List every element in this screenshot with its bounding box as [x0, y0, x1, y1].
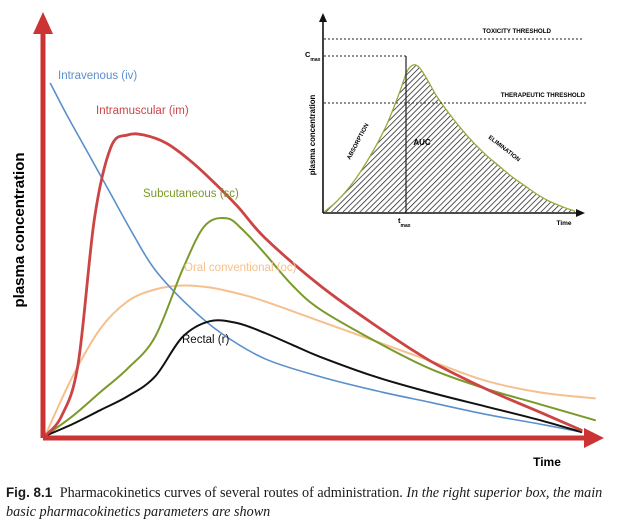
tmax-sub: max: [401, 223, 411, 229]
inset-y-axis-label: plasma concentration: [308, 94, 317, 175]
figure-caption-italic: In the right superior box, the main basi…: [6, 485, 603, 520]
inset-x-axis-arrow: [576, 209, 585, 217]
cmax-tick-label: Cmax: [305, 50, 321, 63]
figure-caption: Fig. 8.1 Pharmacokinetics curves of seve…: [6, 483, 618, 522]
inset-area: [323, 64, 576, 213]
legend-label-oc: Oral conventional (oc): [184, 262, 297, 274]
cmax-sub: max: [310, 57, 320, 63]
legend-label-sc: Subcutaneous (sc): [143, 188, 239, 200]
cmax-main: C: [305, 50, 311, 59]
legend-label-r: Rectal (r): [182, 334, 229, 346]
legend-label-im: Intramuscular (im): [96, 105, 189, 117]
curve-iv: [49, 82, 583, 433]
concentration-curve: [323, 64, 576, 213]
toxicity-threshold-label: TOXICITY THRESHOLD: [482, 28, 551, 35]
auc-label: AUC: [413, 138, 431, 147]
curve-im: [43, 132, 583, 438]
tmax-main: t: [398, 216, 401, 225]
auc-area: [324, 64, 575, 212]
main-x-axis-arrow: [584, 428, 604, 448]
curve-r: [44, 319, 583, 437]
main-y-axis-label: plasma concentration: [11, 152, 28, 307]
therapeutic-threshold-label: THERAPEUTIC THRESHOLD: [501, 92, 586, 99]
curve-oc: [44, 284, 596, 437]
tmax-tick-label: tmax: [398, 216, 411, 229]
legend-label-iv: Intravenous (iv): [58, 70, 137, 82]
main-x-axis-label: Time: [533, 455, 561, 469]
figure-caption-text: Pharmacokinetics curves of several route…: [59, 485, 403, 501]
inset-x-axis-label: Time: [556, 220, 571, 227]
figure-caption-label: Fig. 8.1: [6, 485, 53, 500]
main-chart: plasma concentration Time Intravenous (i…: [11, 12, 604, 469]
main-curves: [43, 82, 596, 438]
inset-y-axis-arrow: [319, 13, 327, 22]
inset-chart: TOXICITY THRESHOLD THERAPEUTIC THRESHOLD…: [296, 12, 596, 234]
main-y-axis-arrow: [33, 12, 53, 34]
curve-sc: [44, 216, 596, 437]
